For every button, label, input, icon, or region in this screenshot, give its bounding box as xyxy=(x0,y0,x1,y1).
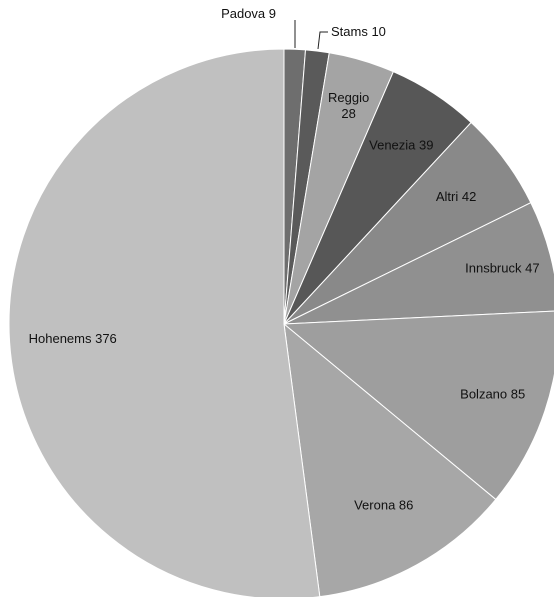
pie-slice-innsbruck xyxy=(283,202,554,325)
data-labels: Padova 9 Stams 10 Reggio 28 Venezia 39 Altri … xyxy=(29,6,540,513)
pie-slices xyxy=(8,48,554,597)
data-label-padova: Padova 9 xyxy=(221,6,276,21)
data-label-reggio: Reggio 28 xyxy=(328,90,369,121)
data-label-verona: Verona 86 xyxy=(354,498,413,513)
data-label-altri: Altri 42 xyxy=(436,189,476,204)
data-label-bolzano: Bolzano 85 xyxy=(460,387,525,402)
data-label-stams: Stams 10 xyxy=(331,24,386,39)
pie-slice-verona xyxy=(283,322,497,597)
data-label-venezia: Venezia 39 xyxy=(369,137,433,152)
data-label-hohenems: Hohenems 376 xyxy=(29,331,117,346)
leader-line-stams xyxy=(317,31,328,50)
pie-slice-hohenems xyxy=(8,48,321,597)
pie-slice-bolzano xyxy=(282,310,554,501)
leader-lines xyxy=(294,20,328,50)
data-label-innsbruck: Innsbruck 47 xyxy=(465,261,539,276)
